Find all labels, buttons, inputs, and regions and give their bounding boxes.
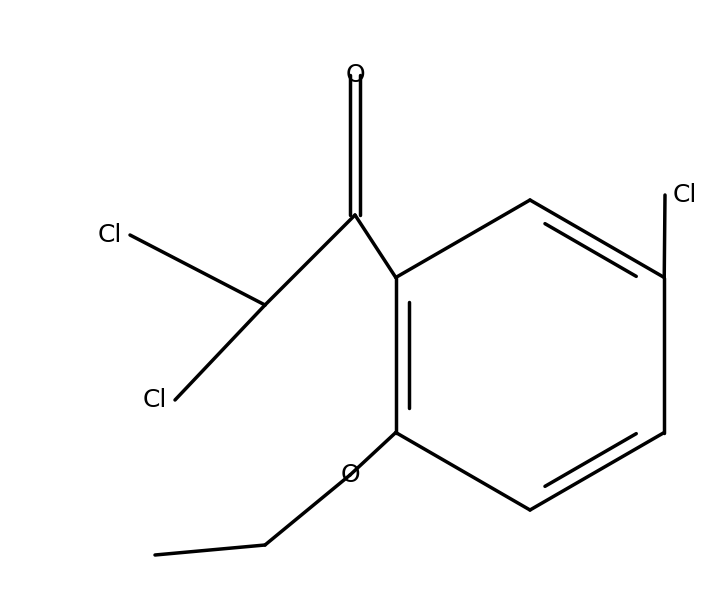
Text: Cl: Cl — [673, 183, 698, 207]
Text: O: O — [345, 63, 364, 87]
Text: Cl: Cl — [97, 223, 122, 247]
Text: Cl: Cl — [142, 388, 167, 412]
Text: O: O — [340, 463, 360, 487]
